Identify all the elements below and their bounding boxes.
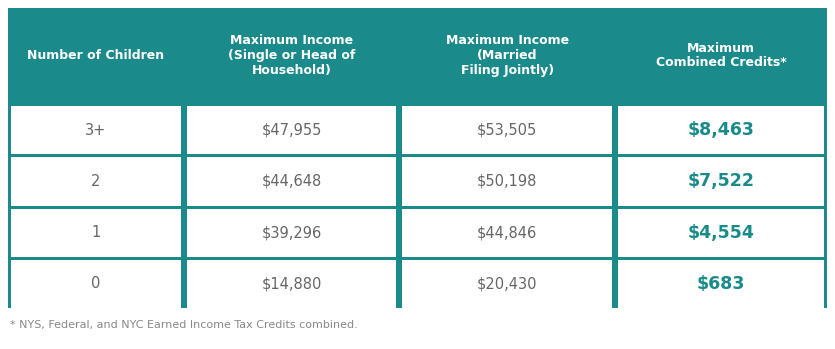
Text: 1: 1 — [91, 225, 101, 240]
FancyBboxPatch shape — [8, 8, 827, 308]
FancyBboxPatch shape — [11, 260, 181, 308]
Text: $53,505: $53,505 — [477, 122, 537, 138]
Text: $39,296: $39,296 — [261, 225, 322, 240]
FancyBboxPatch shape — [187, 157, 397, 206]
FancyBboxPatch shape — [618, 106, 824, 154]
Text: $4,554: $4,554 — [687, 224, 754, 242]
Text: $683: $683 — [696, 275, 745, 293]
Text: Maximum Income
(Single or Head of
Household): Maximum Income (Single or Head of Househ… — [228, 34, 356, 77]
FancyBboxPatch shape — [11, 157, 181, 206]
Text: Maximum Income
(Married
Filing Jointly): Maximum Income (Married Filing Jointly) — [446, 34, 569, 77]
Text: $44,846: $44,846 — [477, 225, 537, 240]
FancyBboxPatch shape — [11, 106, 181, 154]
Text: 2: 2 — [91, 174, 101, 189]
FancyBboxPatch shape — [187, 106, 397, 154]
Text: 0: 0 — [91, 276, 101, 291]
Text: Number of Children: Number of Children — [28, 49, 164, 62]
FancyBboxPatch shape — [187, 208, 397, 257]
FancyBboxPatch shape — [402, 208, 612, 257]
Text: $8,463: $8,463 — [687, 121, 754, 139]
FancyBboxPatch shape — [11, 208, 181, 257]
Text: $44,648: $44,648 — [261, 174, 322, 189]
Text: $50,198: $50,198 — [477, 174, 538, 189]
FancyBboxPatch shape — [618, 260, 824, 308]
Text: $47,955: $47,955 — [261, 122, 322, 138]
FancyBboxPatch shape — [402, 157, 612, 206]
FancyBboxPatch shape — [618, 208, 824, 257]
Text: * NYS, Federal, and NYC Earned Income Tax Credits combined.: * NYS, Federal, and NYC Earned Income Ta… — [10, 320, 357, 330]
FancyBboxPatch shape — [402, 106, 612, 154]
FancyBboxPatch shape — [187, 260, 397, 308]
Text: $20,430: $20,430 — [477, 276, 538, 291]
Text: $7,522: $7,522 — [687, 172, 755, 190]
Text: $14,880: $14,880 — [261, 276, 322, 291]
Text: Maximum
Combined Credits*: Maximum Combined Credits* — [655, 42, 787, 69]
FancyBboxPatch shape — [402, 260, 612, 308]
FancyBboxPatch shape — [618, 157, 824, 206]
Text: 3+: 3+ — [85, 122, 107, 138]
